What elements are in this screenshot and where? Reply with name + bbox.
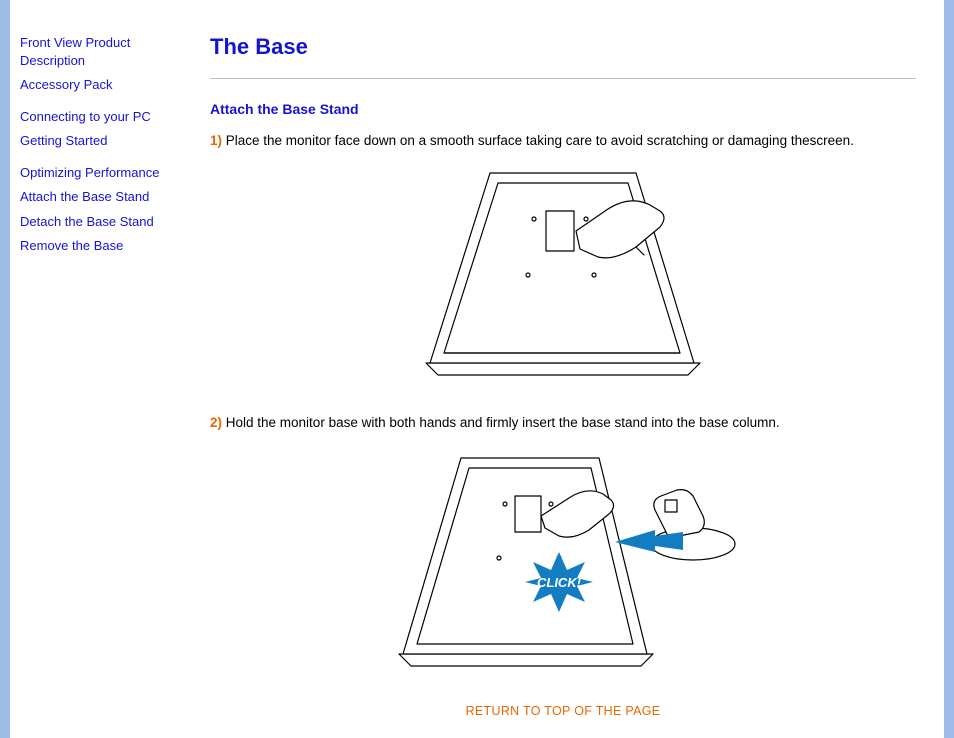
step-2: 2) Hold the monitor base with both hands… — [210, 413, 916, 433]
nav-group-2: Optimizing Performance Attach the Base S… — [20, 164, 172, 255]
nav-link-optimizing-performance[interactable]: Optimizing Performance — [20, 164, 172, 182]
step-1-num: 1) — [210, 133, 222, 148]
figure-1 — [210, 165, 916, 383]
nav-link-detach-base-stand[interactable]: Detach the Base Stand — [20, 213, 172, 231]
nav-link-front-view[interactable]: Front View Product Description — [20, 34, 172, 69]
nav-link-accessory-pack[interactable]: Accessory Pack — [20, 76, 172, 94]
figure-2-svg: CLICK! — [383, 446, 743, 674]
nav-link-remove-base[interactable]: Remove the Base — [20, 237, 172, 255]
decorative-left-bar — [0, 0, 10, 738]
nav-group-1: Connecting to your PC Getting Started — [20, 108, 172, 150]
nav-link-connecting-pc[interactable]: Connecting to your PC — [20, 108, 172, 126]
main-content: The Base Attach the Base Stand 1) Place … — [182, 0, 944, 738]
nav-link-attach-base-stand[interactable]: Attach the Base Stand — [20, 188, 172, 206]
click-badge-label: CLICK! — [537, 575, 582, 590]
decorative-right-bar — [944, 0, 954, 738]
nav-link-getting-started[interactable]: Getting Started — [20, 132, 172, 150]
sidebar-nav: Front View Product Description Accessory… — [10, 0, 182, 738]
divider — [210, 78, 916, 79]
step-1: 1) Place the monitor face down on a smoo… — [210, 131, 916, 151]
figure-2: CLICK! — [210, 446, 916, 674]
page-title: The Base — [210, 34, 916, 60]
step-2-text: Hold the monitor base with both hands an… — [222, 415, 780, 430]
nav-group-0: Front View Product Description Accessory… — [20, 34, 172, 94]
section-subtitle: Attach the Base Stand — [210, 101, 916, 117]
figure-1-svg — [398, 165, 728, 383]
step-2-num: 2) — [210, 415, 222, 430]
step-1-text: Place the monitor face down on a smooth … — [222, 133, 854, 148]
return-to-top-link[interactable]: RETURN TO TOP OF THE PAGE — [210, 704, 916, 718]
